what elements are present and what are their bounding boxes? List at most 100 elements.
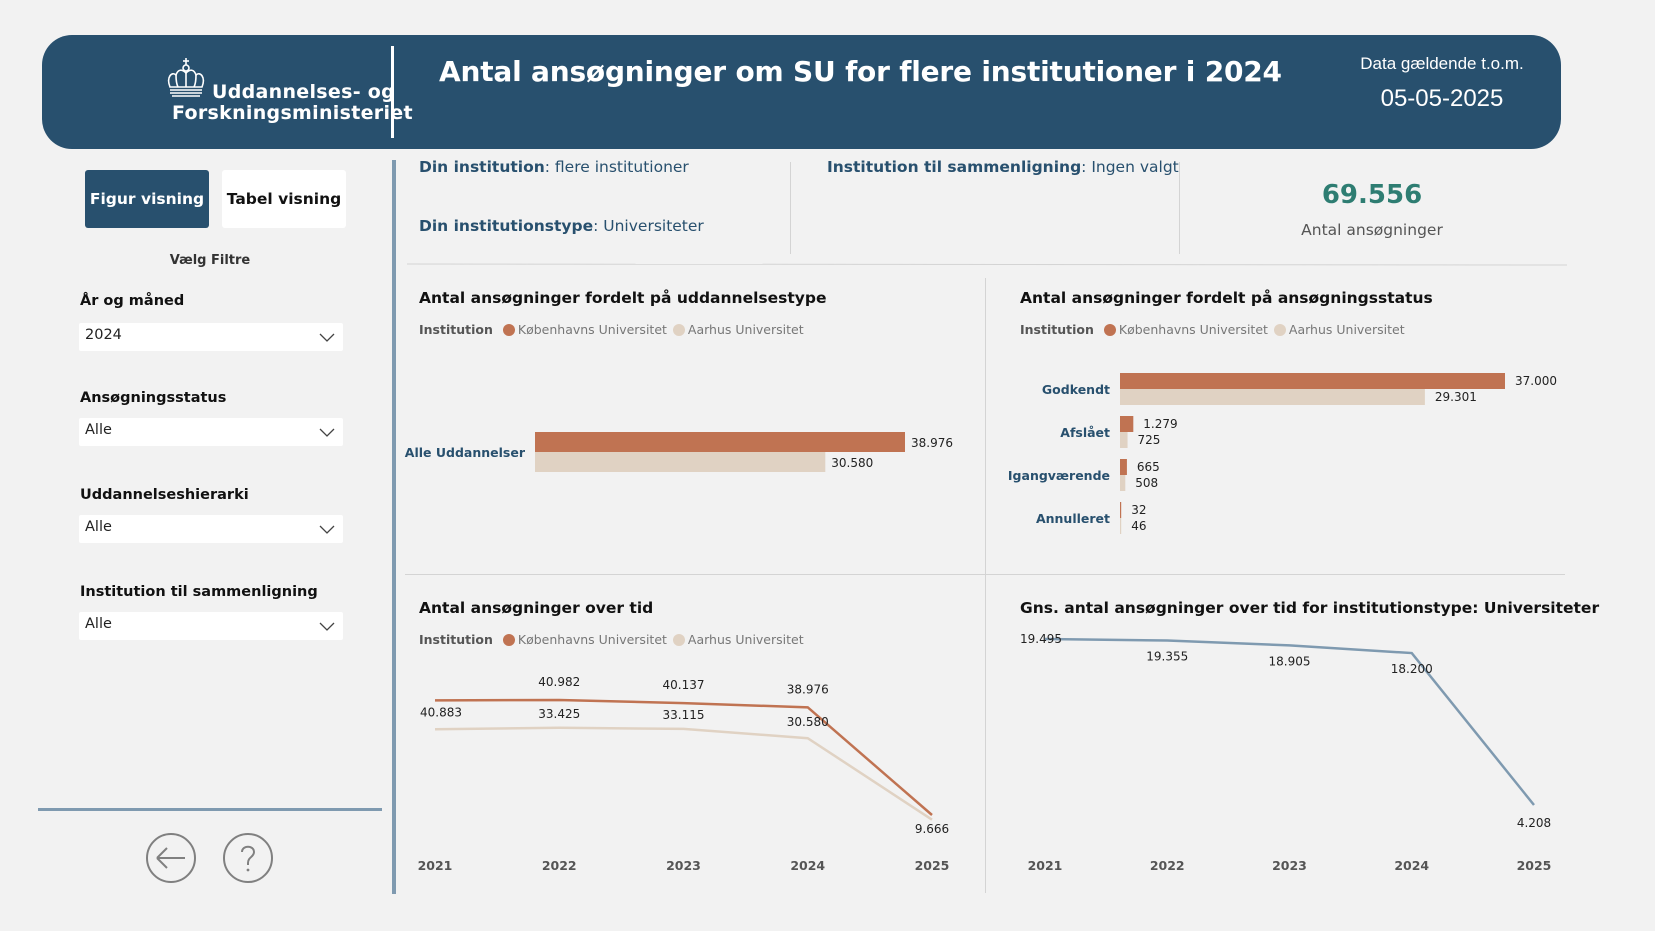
data-label: 30.580 xyxy=(831,456,873,470)
bar-ku xyxy=(1120,502,1122,518)
bar-au xyxy=(535,452,826,472)
your-institution-label: Din institution xyxy=(419,158,545,176)
legend-item-au[interactable]: Aarhus Universitet xyxy=(1273,322,1405,337)
legend-item-au[interactable]: Aarhus Universitet xyxy=(672,632,804,647)
chevron-down-icon xyxy=(319,622,335,631)
info-separator xyxy=(1179,162,1180,254)
legend-item-ku[interactable]: Københavns Universitet xyxy=(502,632,667,647)
institution-type-value: : Universiteter xyxy=(593,217,704,235)
data-label: 46 xyxy=(1131,519,1146,533)
bar-ku xyxy=(1120,373,1505,389)
bar-au xyxy=(1120,475,1126,491)
chevron-down-icon xyxy=(319,333,335,342)
chart-over-time: 2021 2022 2023 2024 2025 40.883 40.982 40.137 38… xyxy=(418,675,950,873)
figure-view-button[interactable]: Figur visning xyxy=(85,170,209,228)
data-label: 18.200 xyxy=(1391,662,1433,676)
x-tick-label: 2022 xyxy=(542,858,577,873)
chevron-down-icon xyxy=(319,428,335,437)
compare-institution-value: : Ingen valgt xyxy=(1081,158,1179,176)
chart-over-time-legend: Institution Københavns Universitet Aarhu… xyxy=(419,632,810,647)
filter-label-status: Ansøgningsstatus xyxy=(80,390,227,406)
data-label: 33.115 xyxy=(663,708,705,722)
data-label: 4.208 xyxy=(1517,816,1551,830)
your-institution-value: : flere institutioner xyxy=(544,158,689,176)
category-label: Igangværende xyxy=(1008,468,1110,483)
chart-status: Godkendt 37.000 29.301 Afslået 1.279 725 Igang… xyxy=(1008,373,1557,534)
data-label: 38.976 xyxy=(787,682,829,696)
data-label: 37.000 xyxy=(1515,374,1557,388)
category-label: Godkendt xyxy=(1042,382,1110,397)
charts-horizontal-separator xyxy=(405,574,1565,575)
status-dropdown[interactable]: Alle xyxy=(79,418,343,446)
legend-item-au[interactable]: Aarhus Universitet xyxy=(672,322,804,337)
legend-title: Institution xyxy=(419,632,493,647)
data-label: 40.137 xyxy=(663,678,705,692)
your-institution-info: Din institution: flere institutioner xyxy=(419,158,689,176)
info-separator xyxy=(790,162,791,254)
education-hierarchy-dropdown[interactable]: Alle xyxy=(79,515,343,543)
series-line-1 xyxy=(434,726,933,821)
chart-over-time-title: Antal ansøgninger over tid xyxy=(419,599,654,617)
crown-icon xyxy=(167,58,205,97)
dropdown-value: 2024 xyxy=(85,327,122,343)
charts-vertical-separator xyxy=(985,278,986,893)
header-divider xyxy=(391,46,394,138)
data-label: 19.495 xyxy=(1020,632,1062,646)
data-label: 1.279 xyxy=(1143,417,1177,431)
data-label: 508 xyxy=(1135,476,1158,490)
category-label: Annulleret xyxy=(1036,511,1110,526)
logo-text-line2: Forskningsministeriet xyxy=(172,102,413,124)
x-tick-label: 2021 xyxy=(1028,858,1063,873)
x-tick-label: 2021 xyxy=(418,858,453,873)
legend-item-ku[interactable]: Københavns Universitet xyxy=(1103,322,1268,337)
sidebar-divider xyxy=(38,808,382,811)
help-button[interactable] xyxy=(222,832,274,884)
x-tick-label: 2023 xyxy=(1272,858,1307,873)
kpi-total-applications: 69.556 xyxy=(1321,180,1423,210)
bar-ku xyxy=(1120,459,1127,475)
kpi-label: Antal ansøgninger xyxy=(1301,221,1443,239)
legend-dot-icon xyxy=(1103,323,1116,336)
question-circle-icon xyxy=(223,833,273,883)
data-date-value: 05-05-2025 xyxy=(1380,85,1504,112)
chart-education-type-title: Antal ansøgninger fordelt på uddannelses… xyxy=(419,289,827,307)
institution-type-label: Din institutionstype xyxy=(419,217,594,235)
chevron-down-icon xyxy=(319,525,335,534)
dropdown-value: Alle xyxy=(85,519,112,535)
chart-average-over-time: 2021 2022 2023 2024 2025 19.495 19.355 18.905 18… xyxy=(1020,632,1552,873)
data-label: 725 xyxy=(1138,433,1161,447)
year-month-dropdown[interactable]: 2024 xyxy=(79,323,343,351)
compare-institution-info: Institution til sammenligning: Ingen val… xyxy=(827,158,1179,176)
compare-institution-label: Institution til sammenligning xyxy=(827,158,1082,176)
x-tick-label: 2025 xyxy=(1517,858,1552,873)
filter-label-education-hierarchy: Uddannelseshierarki xyxy=(80,487,249,503)
data-label: 38.976 xyxy=(911,436,953,450)
data-label: 19.355 xyxy=(1146,650,1188,664)
chart-status-legend: Institution Københavns Universitet Aarhu… xyxy=(1020,322,1411,337)
chart-education-type-legend: Institution Københavns Universitet Aarhu… xyxy=(419,322,810,337)
data-label: 40.982 xyxy=(538,675,580,689)
series-line-0 xyxy=(1044,637,1535,806)
chart-average-title: Gns. antal ansøgninger over tid for inst… xyxy=(1020,599,1600,617)
data-label: 18.905 xyxy=(1269,654,1311,668)
data-date-label: Data gældende t.o.m. xyxy=(1360,54,1524,73)
filter-label-year-month: År og måned xyxy=(80,293,185,309)
series-line-0 xyxy=(434,698,933,816)
data-label: 9.666 xyxy=(915,822,949,836)
data-label: 30.580 xyxy=(787,715,829,729)
page-title: Antal ansøgninger om SU for flere instit… xyxy=(439,55,1282,88)
logo-text-line1: Uddannelses- og xyxy=(212,81,396,103)
ministry-logo: Uddannelses- og Forskningsministeriet xyxy=(122,57,413,127)
x-tick-label: 2025 xyxy=(915,858,950,873)
bar-au xyxy=(1120,518,1122,534)
table-view-button[interactable]: Tabel visning xyxy=(222,170,346,228)
legend-item-ku[interactable]: Københavns Universitet xyxy=(502,322,667,337)
data-label: 33.425 xyxy=(538,707,580,721)
compare-institution-dropdown[interactable]: Alle xyxy=(79,612,343,640)
legend-dot-icon xyxy=(502,323,515,336)
back-button[interactable] xyxy=(145,832,197,884)
legend-dot-icon xyxy=(502,633,515,646)
main-divider xyxy=(392,160,396,894)
x-tick-label: 2024 xyxy=(1394,858,1429,873)
header-banner: Uddannelses- og Forskningsministeriet An… xyxy=(42,35,1561,149)
